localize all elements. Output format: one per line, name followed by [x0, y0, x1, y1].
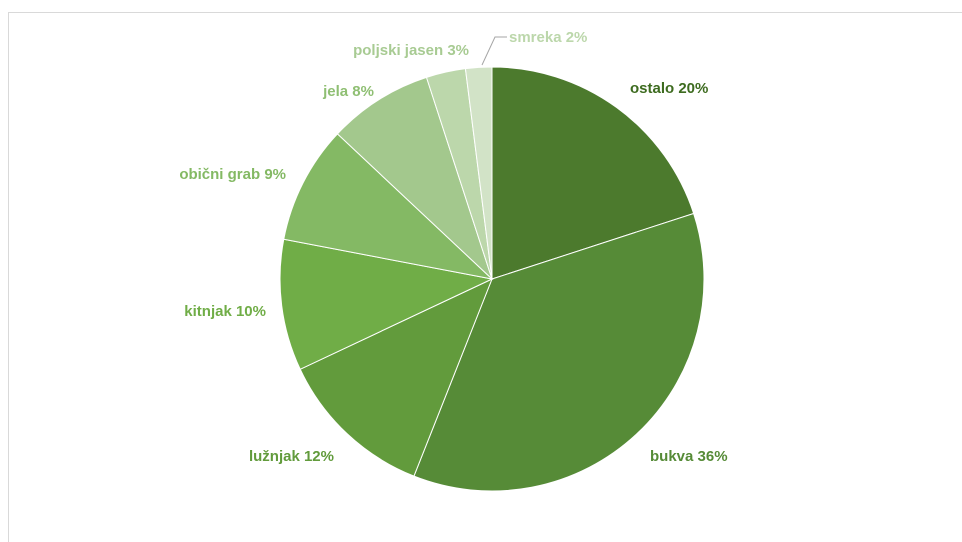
chart-frame: [8, 12, 962, 542]
leader-line-smreka: [481, 36, 507, 66]
data-label-lužnjak: lužnjak 12%: [249, 448, 334, 465]
pie-slice-obični-grab: [283, 133, 494, 280]
data-label-kitnjak: kitnjak 10%: [184, 303, 266, 320]
pie-slice-kitnjak: [279, 238, 494, 370]
data-label-ostalo: ostalo 20%: [630, 80, 708, 97]
pie-slice-jela: [336, 76, 493, 280]
data-label-jela: jela 8%: [322, 83, 374, 100]
data-label-poljski-jasen: poljski jasen 3%: [353, 42, 469, 59]
data-label-smreka: smreka 2%: [509, 29, 587, 46]
pie-slice-lužnjak: [299, 278, 493, 477]
pie-slice-smreka: [464, 66, 493, 280]
data-label-bukva: bukva 36%: [650, 448, 728, 465]
data-label-obični-grab: obični grab 9%: [179, 166, 286, 183]
pie-slice-ostalo: [491, 66, 695, 280]
pie-slice-bukva: [413, 212, 705, 492]
